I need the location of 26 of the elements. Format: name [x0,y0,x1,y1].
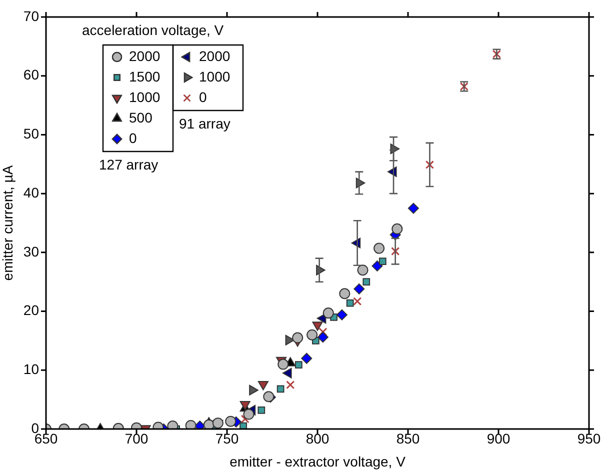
legend-label: 1000 [129,88,160,105]
legend-label: 1500 [129,68,160,84]
x-tick-label: 800 [306,430,330,446]
y-tick-label: 30 [23,243,40,260]
x-tick-label: 700 [124,430,148,446]
annotation: 91 array [179,115,230,132]
legend-label: 500 [129,109,153,126]
legend-label: 2000 [199,48,230,64]
legend-label: 1000 [199,68,230,84]
y-tick-label: 70 [23,8,40,24]
legend-label: 2000 [129,48,160,64]
y-tick-label: 40 [23,184,40,200]
x-tick-label: 850 [396,430,420,446]
x-tick-label: 750 [215,430,239,446]
x-axis-title: emitter - extractor voltage, V [230,453,406,470]
legend-title: acceleration voltage, V [82,22,224,38]
legend-label: 0 [129,130,137,146]
legend-label: 0 [199,88,207,105]
y-tick-label: 10 [23,361,40,377]
x-tick-label: 900 [486,430,510,446]
x-tick-label: 950 [577,430,601,446]
y-tick-label: 50 [23,126,40,142]
annotation: 127 array [99,156,158,172]
y-axis-title: emitter current, µA [0,164,16,281]
y-tick-label: 60 [23,66,40,83]
y-tick-label: 20 [23,302,40,318]
